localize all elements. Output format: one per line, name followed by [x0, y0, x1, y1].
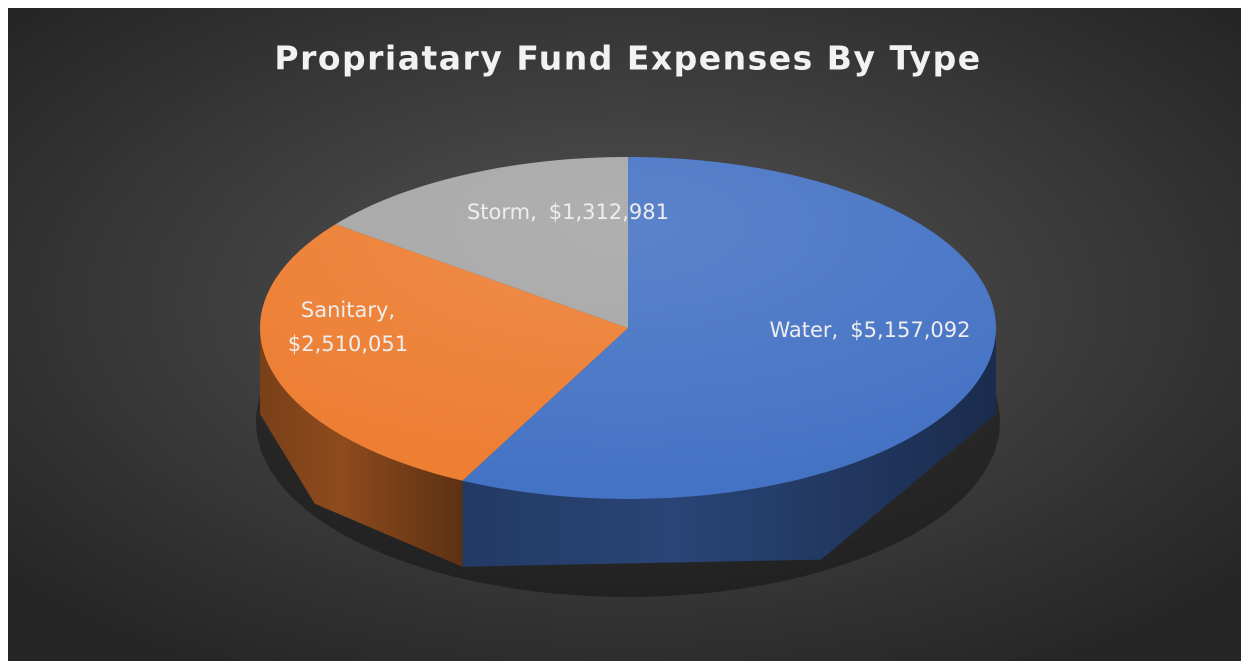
- data-label-value: $2,510,051: [288, 332, 408, 356]
- pie-gloss: [260, 157, 996, 499]
- data-label: Water, $5,157,092: [769, 318, 970, 342]
- chart-title: Propriatary Fund Expenses By Type: [274, 39, 981, 78]
- data-label-category: Sanitary,: [301, 298, 395, 322]
- data-label-value: $5,157,092: [850, 318, 970, 342]
- slice-side-shade: [462, 328, 996, 567]
- data-label: Sanitary, $2,510,051: [288, 298, 408, 356]
- data-label-category: Water,: [769, 318, 838, 342]
- slice-side-shade: [260, 328, 463, 567]
- data-labels: Water, $5,157,092 Sanitary, $2,510,051 Storm…: [288, 200, 971, 356]
- data-label-value: $1,312,981: [549, 200, 669, 224]
- pie: [256, 157, 1000, 597]
- data-label-category: Storm,: [467, 200, 537, 224]
- data-label: Storm, $1,312,981: [467, 200, 669, 224]
